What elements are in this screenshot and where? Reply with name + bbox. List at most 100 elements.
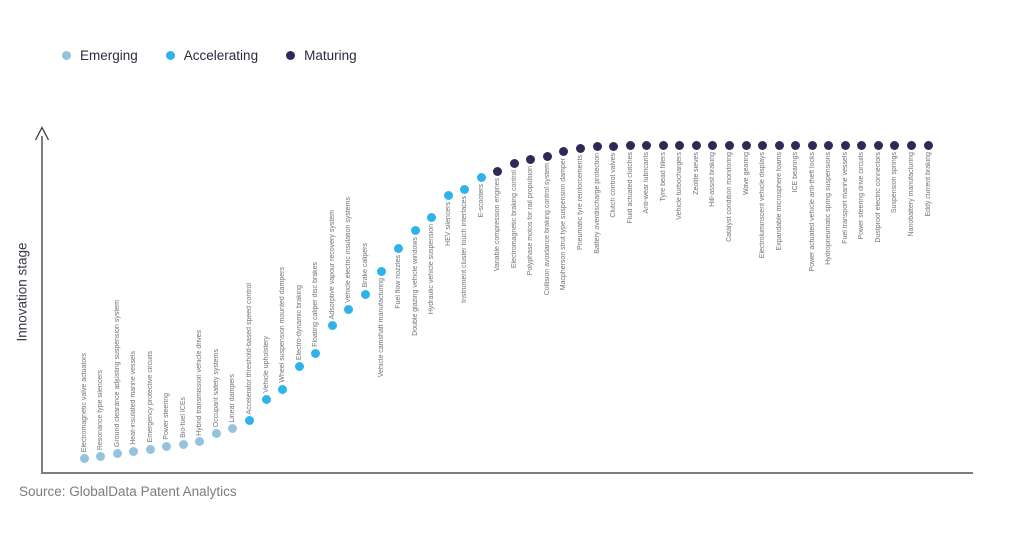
data-point-label: Electromagnetic braking control — [510, 169, 518, 268]
data-point-label: Eddy current braking — [924, 151, 932, 217]
data-point — [311, 348, 321, 358]
data-point — [675, 140, 685, 150]
data-point-label: Nanobattery manufacturing — [908, 151, 915, 236]
data-point — [625, 141, 635, 151]
data-point-label: Anti-wear lubricants — [643, 152, 651, 214]
data-point-label: Linear dampers — [229, 373, 237, 423]
data-point-label: Power steering — [163, 392, 171, 440]
data-point — [526, 155, 536, 165]
data-point-label: Fuel transport marine vessels — [841, 151, 849, 244]
data-point-label: Fluid actuated clutches — [626, 152, 634, 225]
data-point-label: Electro-dynamic braking — [295, 284, 303, 360]
data-point-label: E-scooters — [477, 184, 485, 218]
data-point — [245, 416, 254, 426]
data-point — [427, 212, 437, 222]
data-point — [195, 437, 205, 447]
data-point-label: Heat-insulated marine vessels — [130, 350, 138, 445]
data-point — [807, 140, 817, 150]
data-point-label: Electroluminscent vehicle displays — [759, 151, 767, 258]
legend-dot-icon — [165, 51, 175, 60]
data-point — [774, 140, 784, 150]
data-point — [493, 166, 503, 176]
data-point — [691, 140, 701, 150]
legend-label: Emerging — [80, 48, 138, 63]
data-point-label: Floating caliper disc brakes — [312, 261, 320, 347]
data-point — [890, 140, 900, 150]
data-point-label: Vehicle electric insulation systems — [345, 196, 353, 303]
data-point-label: Vehicle turbochargers — [676, 151, 684, 220]
data-point-label: Fuel flow nozzles — [394, 254, 402, 309]
data-point-label: Vehicle upholstery — [262, 335, 270, 393]
data-point-label: Hydraulic vehicle suspension — [428, 223, 436, 314]
legend-item-emerging: Emerging — [62, 48, 138, 63]
data-point — [824, 140, 834, 150]
data-point-label: Emergency protective circuits — [146, 351, 154, 443]
data-point-label: Zeolite sieves — [692, 151, 700, 195]
data-point — [261, 394, 271, 404]
data-point — [741, 140, 751, 150]
data-point — [840, 140, 850, 150]
data-point — [642, 141, 652, 151]
data-point — [178, 440, 188, 450]
data-point — [609, 142, 619, 152]
data-point-label: Wave gearing — [742, 151, 750, 195]
data-point-label: Adsorptive vapour recovery system — [328, 209, 336, 319]
data-point — [791, 140, 801, 150]
data-point-label: Collision avoidance braking control syst… — [543, 162, 551, 295]
data-point-label: Instrument cluster touch interfaces — [461, 195, 469, 303]
data-point-label: Accelerator threshold-based speed contro… — [246, 282, 253, 415]
data-point — [278, 384, 288, 394]
y-axis-arrow-icon — [34, 126, 50, 141]
data-point-label: HEV silencers — [444, 202, 452, 247]
data-point — [145, 444, 155, 454]
data-point-label: Power actuated vehicle anti-theft locks — [808, 151, 816, 271]
data-point-label: Pneumatic tyre reinforcements — [577, 154, 584, 250]
data-point — [344, 304, 354, 314]
data-point — [923, 140, 933, 150]
data-point — [211, 429, 221, 439]
legend-label: Accelerating — [183, 48, 259, 63]
data-point-label: Hill-assist braking — [709, 151, 717, 207]
data-point — [96, 452, 106, 462]
data-point — [410, 225, 420, 235]
data-point-label: Brake calipers — [361, 243, 369, 288]
data-point — [460, 184, 470, 194]
legend: Emerging Accelerating Maturing — [62, 48, 357, 63]
data-point — [724, 140, 734, 150]
data-point — [708, 140, 718, 150]
data-point — [377, 266, 387, 276]
data-point — [129, 446, 139, 456]
legend-item-accelerating: Accelerating — [165, 48, 259, 63]
data-point — [327, 320, 337, 330]
data-point-label: Double glazing vehicle windows — [411, 236, 419, 336]
data-point-label: Tyre bead fillers — [659, 151, 667, 201]
data-point-label: Expandable microsphere foams — [775, 151, 783, 250]
legend-dot-icon — [286, 51, 296, 60]
data-point — [112, 448, 122, 458]
data-point-label: Occupant safety systems — [212, 348, 220, 428]
data-point-label: Power steering drive circuits — [858, 151, 866, 240]
data-point — [360, 289, 370, 299]
data-point-label: Ground clearance adjusting suspension sy… — [113, 299, 121, 447]
data-point — [857, 140, 867, 150]
data-point — [758, 140, 768, 150]
data-point-label: ICE bearings — [792, 151, 800, 192]
data-point-label: Resonance type silencers — [97, 369, 105, 451]
data-point-label: Wheel suspension mounted dampers — [279, 267, 287, 383]
data-point — [542, 151, 552, 161]
data-point — [162, 441, 172, 451]
data-point-label: Suspension springs — [891, 151, 899, 213]
data-point — [576, 143, 585, 153]
source-note: Source: GlobalData Patent Analytics — [19, 484, 237, 499]
data-point — [559, 147, 569, 157]
data-point — [509, 158, 519, 168]
data-point-label: Hydropneumatic spring suspensions — [825, 151, 833, 265]
data-point-label: Dustproof electric connectors — [874, 151, 882, 243]
legend-dot-icon — [62, 51, 71, 60]
data-point-label: Electromagnetic valve actuators — [80, 352, 88, 452]
data-point — [873, 140, 883, 150]
data-point-label: Bio-fuel ICEs — [179, 397, 187, 439]
